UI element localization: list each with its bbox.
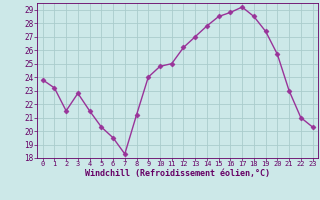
X-axis label: Windchill (Refroidissement éolien,°C): Windchill (Refroidissement éolien,°C): [85, 169, 270, 178]
